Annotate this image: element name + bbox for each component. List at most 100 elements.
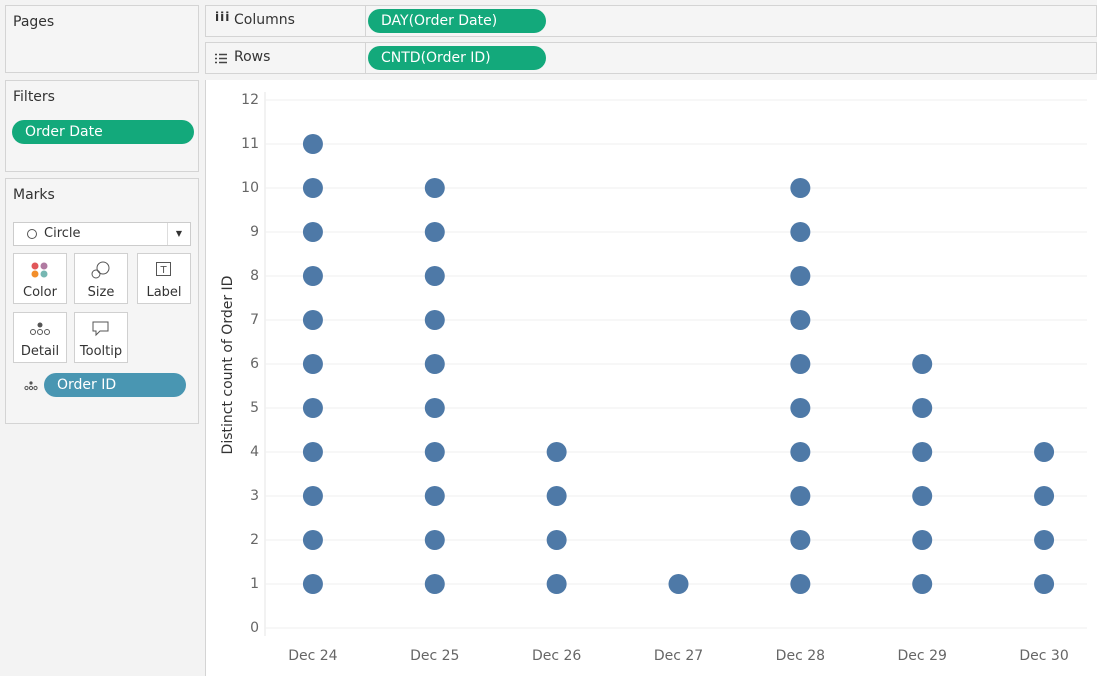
x-tick-label: Dec 26 <box>532 648 581 664</box>
dot <box>424 398 445 418</box>
circle-icon <box>27 229 37 239</box>
dot <box>546 442 567 462</box>
x-tick-label: Dec 30 <box>1019 648 1068 664</box>
dot <box>302 354 323 374</box>
y-axis-title: Distinct count of Order ID <box>220 276 236 455</box>
x-tick-label: Dec 25 <box>410 648 459 664</box>
dot <box>302 134 323 154</box>
y-tick-label: 0 <box>250 620 259 636</box>
button-label: Detail <box>20 344 60 359</box>
y-tick-label: 6 <box>250 356 259 372</box>
dot <box>424 486 445 506</box>
tooltip-button[interactable]: Tooltip <box>74 312 128 363</box>
y-tick-label: 10 <box>241 180 259 196</box>
x-tick-label: Dec 28 <box>776 648 825 664</box>
y-tick-label: 5 <box>250 400 259 416</box>
label-button[interactable]: T Label <box>137 253 191 304</box>
dot <box>912 398 933 418</box>
dot <box>424 530 445 550</box>
dot <box>1034 530 1055 550</box>
dot <box>790 222 811 242</box>
dot <box>424 310 445 330</box>
dot <box>302 266 323 286</box>
button-label: Size <box>87 285 115 300</box>
y-tick-label: 11 <box>241 136 259 152</box>
dot <box>302 486 323 506</box>
y-tick-label: 7 <box>250 312 259 328</box>
dot <box>912 442 933 462</box>
dot <box>424 354 445 374</box>
button-label: Color <box>23 285 57 300</box>
dot <box>546 486 567 506</box>
tooltip-icon <box>92 321 109 337</box>
dot <box>790 398 811 418</box>
columns-shelf: iii Columns DAY(Order Date) <box>205 5 1097 37</box>
rows-pill[interactable]: CNTD(Order ID) <box>368 46 546 70</box>
mark-type-dropdown[interactable]: Circle ▼ <box>13 222 191 246</box>
dot <box>790 178 811 198</box>
dot <box>790 442 811 462</box>
dot <box>1034 486 1055 506</box>
dot <box>302 574 323 594</box>
dot <box>790 574 811 594</box>
svg-text:T: T <box>159 265 167 276</box>
color-button[interactable]: Color <box>13 253 67 304</box>
dot <box>790 354 811 374</box>
pages-title: Pages <box>13 14 55 30</box>
marks-pill[interactable]: Order ID <box>44 373 186 397</box>
dot <box>912 574 933 594</box>
dot <box>790 310 811 330</box>
detail-button[interactable]: Detail <box>13 312 67 363</box>
dot <box>424 266 445 286</box>
filter-pill[interactable]: Order Date <box>12 120 194 144</box>
dot <box>302 442 323 462</box>
dot <box>546 530 567 550</box>
dot <box>302 310 323 330</box>
divider <box>365 43 366 73</box>
dot <box>424 222 445 242</box>
dot <box>424 178 445 198</box>
pages-card: Pages <box>5 5 199 73</box>
shelf-label: Columns <box>234 12 295 28</box>
dot <box>1034 442 1055 462</box>
y-tick-label: 8 <box>250 268 259 284</box>
button-label: Label <box>146 285 182 300</box>
button-label: Tooltip <box>79 344 123 359</box>
dot <box>790 266 811 286</box>
size-button[interactable]: Size <box>74 253 128 304</box>
dot <box>912 530 933 550</box>
dropdown-arrow: ▼ <box>167 223 190 245</box>
x-tick-label: Dec 29 <box>898 648 947 664</box>
y-tick-label: 3 <box>250 488 259 504</box>
dot <box>912 486 933 506</box>
chart: Distinct count of Order ID 0 12 3 4 5 6 7 8 9 10 1… <box>205 80 1097 676</box>
color-icon <box>31 262 48 278</box>
rows-shelf: Rows CNTD(Order ID) <box>205 42 1097 74</box>
filters-title: Filters <box>13 89 55 105</box>
shelf-label: Rows <box>234 49 271 65</box>
dot <box>302 398 323 418</box>
dot <box>668 574 689 594</box>
columns-icon: iii <box>215 10 231 24</box>
y-tick-label: 12 <box>241 92 259 108</box>
y-tick-label: 9 <box>250 224 259 240</box>
detail-small-icon <box>24 381 38 391</box>
y-tick-label: 1 <box>250 576 259 592</box>
size-icon <box>91 261 110 279</box>
dot <box>912 354 933 374</box>
dot <box>302 178 323 198</box>
dot <box>546 574 567 594</box>
label-icon: T <box>156 262 171 276</box>
x-tick-label: Dec 24 <box>288 648 337 664</box>
y-tick-label: 4 <box>250 444 259 460</box>
dot <box>424 574 445 594</box>
columns-pill[interactable]: DAY(Order Date) <box>368 9 546 33</box>
detail-icon <box>30 322 50 335</box>
dot <box>790 486 811 506</box>
dot <box>302 222 323 242</box>
mark-type: Circle <box>44 226 81 241</box>
dot <box>1034 574 1055 594</box>
marks-card: Marks Circle ▼ Color Size T Label Detail… <box>5 178 199 424</box>
x-tick-label: Dec 27 <box>654 648 703 664</box>
